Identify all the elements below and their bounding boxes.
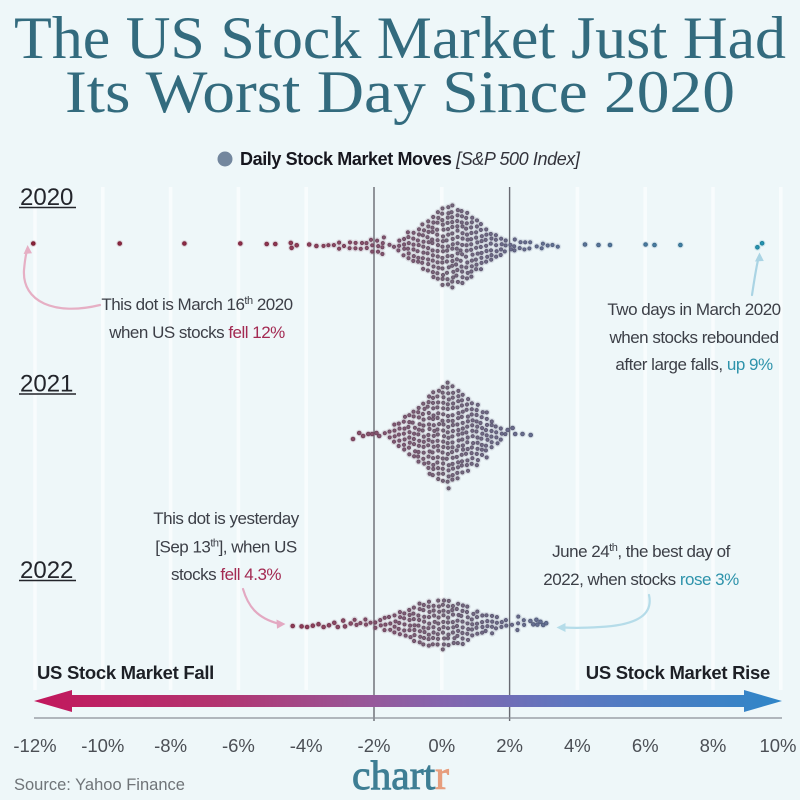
svg-text:-12%: -12% [13, 735, 56, 756]
svg-text:after large falls, up 9%: after large falls, up 9% [615, 355, 773, 374]
svg-text:chartr: chartr [352, 752, 449, 798]
svg-text:6%: 6% [632, 735, 659, 756]
svg-text:Its Worst Day Since 2020: Its Worst Day Since 2020 [65, 59, 735, 125]
svg-text:-6%: -6% [222, 735, 255, 756]
svg-text:when stocks rebounded: when stocks rebounded [608, 328, 778, 347]
svg-text:2021: 2021 [20, 371, 73, 398]
svg-text:4%: 4% [564, 735, 591, 756]
svg-text:2%: 2% [496, 735, 523, 756]
svg-text:-4%: -4% [290, 735, 323, 756]
svg-text:US Stock Market Fall: US Stock Market Fall [37, 662, 214, 683]
svg-text:June 24th, the best day of: June 24th, the best day of [552, 542, 730, 561]
svg-text:-8%: -8% [154, 735, 187, 756]
svg-text:2022: 2022 [20, 557, 73, 584]
svg-text:US Stock Market Rise: US Stock Market Rise [586, 662, 770, 683]
svg-text:2020: 2020 [20, 184, 73, 211]
svg-text:[Sep 13th], when US: [Sep 13th], when US [155, 538, 297, 557]
svg-text:10%: 10% [759, 735, 796, 756]
svg-text:Daily Stock Market Moves [S&P: Daily Stock Market Moves [S&P 500 Index] [240, 149, 581, 169]
svg-text:0%: 0% [428, 735, 455, 756]
svg-text:This dot is March 16th 2020: This dot is March 16th 2020 [101, 295, 292, 314]
svg-text:stocks fell 4.3%: stocks fell 4.3% [171, 565, 281, 584]
svg-text:-2%: -2% [358, 735, 391, 756]
svg-text:-10%: -10% [81, 735, 124, 756]
svg-text:Two days in March 2020: Two days in March 2020 [607, 300, 780, 319]
svg-text:8%: 8% [700, 735, 727, 756]
svg-text:The US Stock Market Just Had: The US Stock Market Just Had [14, 5, 786, 71]
svg-text:when US stocks fell 12%: when US stocks fell 12% [108, 323, 285, 342]
svg-text:Source: Yahoo Finance: Source: Yahoo Finance [14, 776, 185, 794]
svg-text:2022, when stocks rose 3%: 2022, when stocks rose 3% [543, 570, 739, 589]
svg-text:This dot is yesterday: This dot is yesterday [153, 509, 299, 528]
